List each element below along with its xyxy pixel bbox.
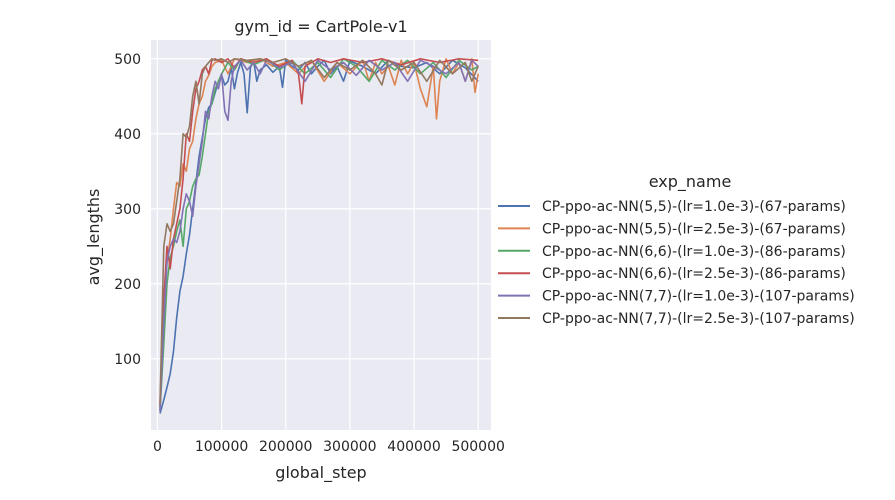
y-tick-label: 200 xyxy=(114,277,141,293)
y-tick-label: 300 xyxy=(114,202,141,218)
x-axis-label: global_step xyxy=(275,463,366,483)
chart-title: gym_id = CartPole-v1 xyxy=(234,17,407,37)
legend-entry: CP-ppo-ac-NN(5,5)-(lr=2.5e-3)-(67-params… xyxy=(542,221,846,237)
y-tick-label: 500 xyxy=(114,52,141,68)
series-line xyxy=(159,58,479,406)
legend-entry: CP-ppo-ac-NN(6,6)-(lr=1.0e-3)-(86-params… xyxy=(542,244,846,260)
legend-title: exp_name xyxy=(649,172,732,192)
x-tick-label: 200000 xyxy=(259,439,312,455)
plot-background xyxy=(151,40,491,430)
grid xyxy=(151,40,491,430)
x-tick-label: 0 xyxy=(153,439,162,455)
y-axis-label: avg_lengths xyxy=(84,189,104,286)
y-tick-label: 400 xyxy=(114,127,141,143)
legend: exp_name CP-ppo-ac-NN(5,5)-(lr=1.0e-3)-(… xyxy=(498,172,855,327)
x-tick-label: 300000 xyxy=(323,439,376,455)
tick-labels: 0 100000 200000 300000 400000 500000 100 200 300… xyxy=(114,52,505,455)
x-tick-label: 100000 xyxy=(195,439,248,455)
legend-entry: CP-ppo-ac-NN(5,5)-(lr=1.0e-3)-(67-params… xyxy=(542,199,846,215)
series-layer xyxy=(159,58,479,414)
series-line xyxy=(159,58,479,404)
legend-entry: CP-ppo-ac-NN(6,6)-(lr=2.5e-3)-(86-params… xyxy=(542,266,846,282)
legend-entry: CP-ppo-ac-NN(7,7)-(lr=1.0e-3)-(107-param… xyxy=(542,289,855,305)
series-line xyxy=(159,58,479,410)
x-tick-label: 400000 xyxy=(387,439,440,455)
legend-entry: CP-ppo-ac-NN(7,7)-(lr=2.5e-3)-(107-param… xyxy=(542,311,855,327)
y-tick-label: 100 xyxy=(114,352,141,368)
x-tick-label: 500000 xyxy=(451,439,504,455)
